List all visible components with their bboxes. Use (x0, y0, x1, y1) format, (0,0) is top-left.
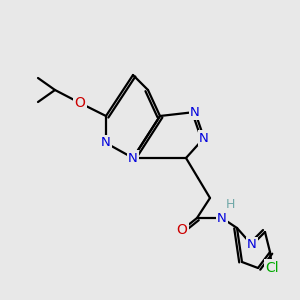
Text: N: N (128, 152, 138, 164)
Text: N: N (101, 136, 111, 149)
Text: O: O (177, 223, 188, 237)
Text: N: N (217, 212, 227, 224)
Text: Cl: Cl (265, 261, 279, 275)
Text: N: N (199, 131, 209, 145)
Text: H: H (225, 197, 235, 211)
Text: O: O (75, 96, 86, 110)
Text: N: N (190, 106, 200, 118)
Text: N: N (247, 238, 257, 251)
